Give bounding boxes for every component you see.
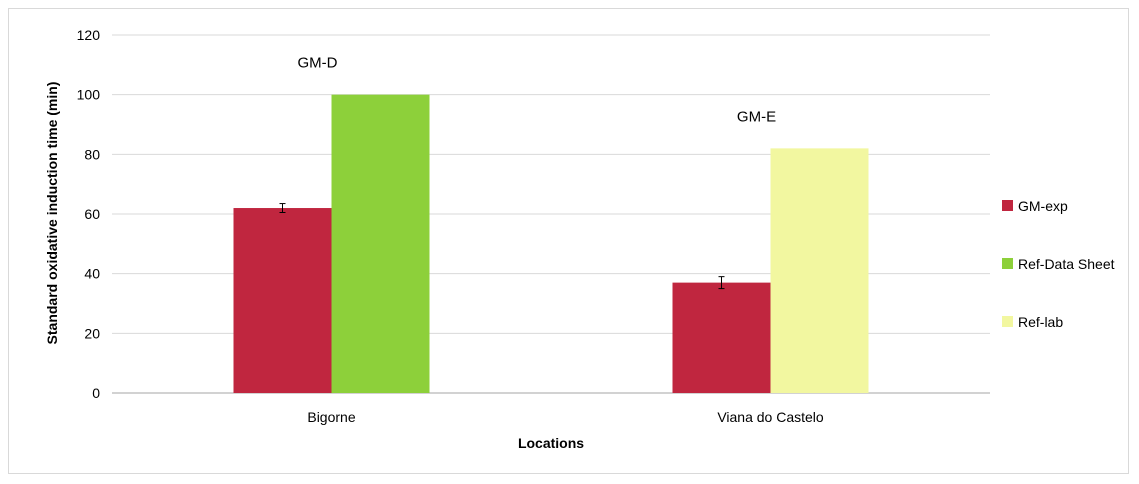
bar-ref-data-sheet-0 — [331, 94, 430, 394]
legend-swatch-1 — [1002, 258, 1013, 269]
group-label-1: GM-E — [737, 108, 776, 125]
x-tick-labels: Bigorne Viana do Castelo — [307, 409, 824, 425]
legend-swatch-2 — [1002, 316, 1013, 327]
y-tick-0: 0 — [92, 385, 100, 401]
legend: GM-exp Ref-Data Sheet Ref-lab — [1002, 198, 1115, 330]
bar-gm-exp-0 — [233, 208, 332, 393]
legend-label-2: Ref-lab — [1018, 314, 1063, 330]
error-bars — [279, 203, 725, 290]
y-tick-40: 40 — [84, 266, 100, 282]
x-axis-title: Locations — [518, 435, 584, 451]
legend-swatch-0 — [1002, 200, 1013, 211]
bars — [233, 94, 869, 394]
x-tick-1: Viana do Castelo — [717, 409, 824, 425]
bar-gm-exp-1 — [672, 282, 771, 393]
group-labels: GM-D GM-E — [298, 55, 777, 126]
legend-label-0: GM-exp — [1018, 198, 1068, 214]
y-tick-60: 60 — [84, 206, 100, 222]
group-label-0: GM-D — [298, 55, 338, 72]
legend-label-1: Ref-Data Sheet — [1018, 256, 1115, 272]
y-axis-title: Standard oxidative induction time (min) — [44, 82, 60, 345]
y-tick-80: 80 — [84, 146, 100, 162]
y-tick-120: 120 — [77, 27, 101, 43]
y-tick-100: 100 — [77, 87, 101, 103]
x-tick-0: Bigorne — [307, 409, 355, 425]
bar-ref-lab-1 — [770, 148, 869, 393]
chart-frame — [8, 8, 1129, 474]
y-tick-20: 20 — [84, 325, 100, 341]
y-tick-labels: 0 20 40 60 80 100 120 — [77, 27, 101, 401]
